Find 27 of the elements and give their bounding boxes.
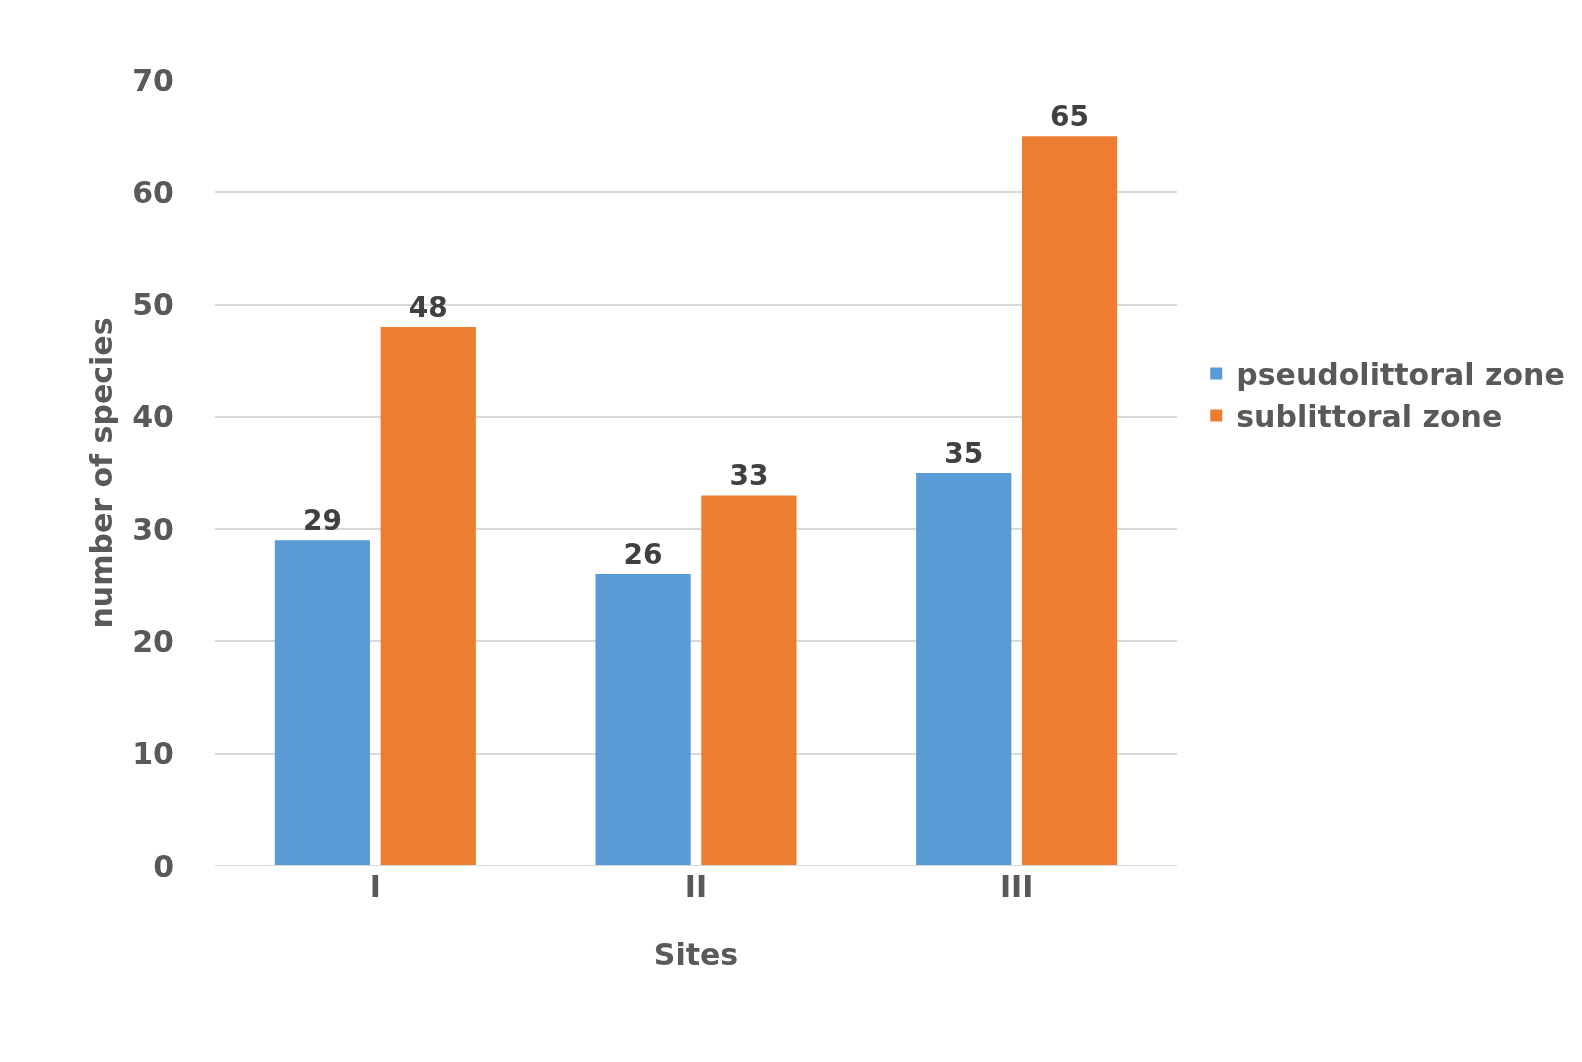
data-label: 35 bbox=[944, 437, 984, 470]
y-tick-label: 10 bbox=[132, 736, 174, 772]
bar bbox=[1021, 136, 1118, 866]
bar bbox=[274, 540, 371, 866]
y-tick-label: 30 bbox=[132, 511, 174, 547]
y-tick-label: 0 bbox=[153, 848, 174, 884]
x-axis-title: Sites bbox=[653, 936, 739, 972]
data-label: 29 bbox=[302, 504, 342, 538]
x-tick-label: I bbox=[369, 869, 381, 904]
bar bbox=[916, 473, 1012, 866]
x-tick-label: II bbox=[684, 869, 708, 904]
data-label: 33 bbox=[729, 459, 769, 493]
y-tick-label: 70 bbox=[132, 62, 174, 98]
y-tick-label: 60 bbox=[132, 174, 174, 210]
data-label: 26 bbox=[623, 538, 663, 572]
y-tick-label: 40 bbox=[132, 399, 174, 435]
y-tick-label: 20 bbox=[132, 623, 174, 659]
y-tick-label: 50 bbox=[132, 287, 174, 323]
legend-label: pseudolittoral zone bbox=[1236, 357, 1565, 393]
data-label: 65 bbox=[1050, 100, 1090, 134]
legend-label: sublittoral zone bbox=[1236, 399, 1503, 435]
x-tick-label: III bbox=[999, 869, 1034, 904]
data-label: 48 bbox=[408, 291, 448, 325]
y-axis-title: number of species bbox=[84, 317, 120, 629]
bar bbox=[380, 327, 476, 866]
bar bbox=[701, 495, 797, 866]
bar bbox=[595, 574, 691, 866]
